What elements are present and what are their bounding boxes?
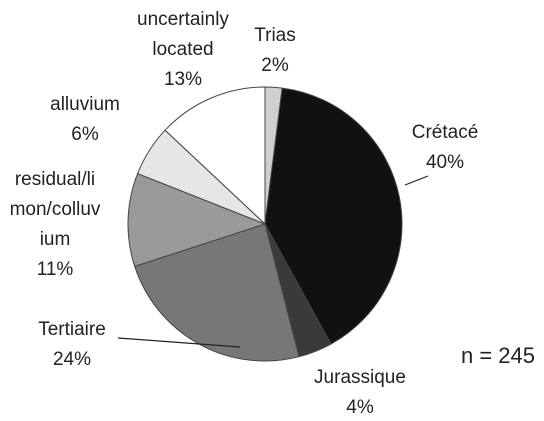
slice-label: Jurassique bbox=[314, 367, 406, 388]
pie-slice bbox=[127, 172, 267, 267]
value-label: 13% bbox=[164, 69, 202, 90]
leader-line bbox=[404, 175, 429, 186]
value-label: 11% bbox=[37, 259, 74, 280]
value-label: 40% bbox=[426, 152, 464, 173]
pie-slice bbox=[264, 87, 403, 345]
annotation: n = 245 bbox=[461, 343, 535, 368]
pie bbox=[127, 86, 403, 362]
value-label: 4% bbox=[346, 397, 374, 418]
slice-label: alluvium bbox=[50, 94, 120, 115]
value-label: 2% bbox=[261, 55, 289, 76]
slice-label: residual/li mon/colluv ium bbox=[10, 169, 101, 250]
value-label: 24% bbox=[53, 349, 91, 370]
slice-label: Tertiaire bbox=[38, 319, 106, 340]
slice-label: Trias bbox=[254, 25, 296, 46]
leader-line bbox=[117, 337, 241, 348]
value-label: 6% bbox=[71, 124, 99, 145]
slice-label: Crétacé bbox=[412, 122, 479, 143]
pie-slice bbox=[164, 86, 266, 226]
slice-label: uncertainly located bbox=[137, 9, 229, 60]
